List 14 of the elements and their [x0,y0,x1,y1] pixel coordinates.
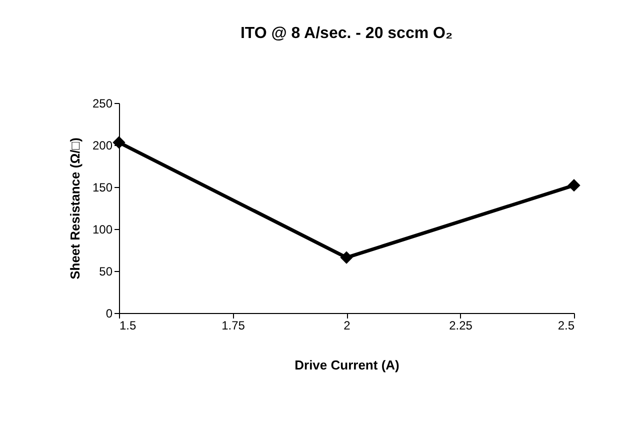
y-tick-label: 100 [92,222,113,236]
chart-title: ITO @ 8 A/sec. - 20 sccm O₂ [240,25,453,42]
x-tick-label: 1.5 [120,318,137,332]
x-tick-label: 2 [344,318,351,332]
y-tick-label: 50 [99,264,113,278]
y-tick-label: 150 [92,180,113,194]
y-tick-label: 0 [106,306,113,320]
x-tick-label: 1.75 [222,318,246,332]
y-axis-title: Sheet Resistance (Ω/□) [67,138,82,280]
x-axis-title: Drive Current (A) [294,358,400,372]
y-tick-label: 250 [92,96,113,110]
x-tick-label: 2.5 [558,318,575,332]
y-tick-label: 200 [92,138,113,152]
x-tick-label: 2.25 [449,318,473,332]
